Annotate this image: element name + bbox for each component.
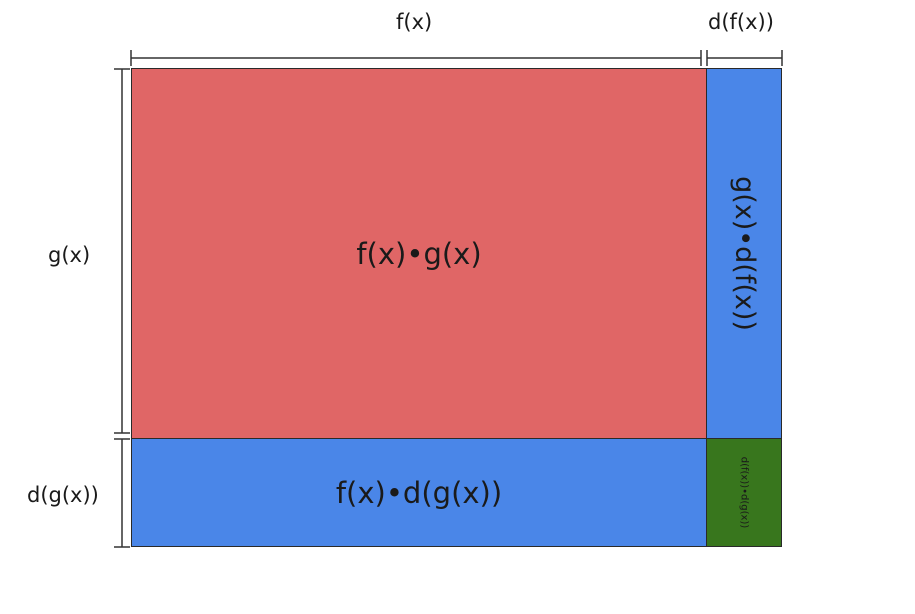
top-main-dimension-label: f(x) [396,10,433,34]
top-delta-dimension-label: d(f(x)) [708,10,774,34]
bottom-strip-label: f(x)•d(g(x)) [335,475,503,510]
main-area-label: f(x)•g(x) [356,236,482,271]
corner-label: d(f(x))•d(g(x)) [738,456,750,529]
main-area-region: f(x)•g(x) [131,68,707,439]
left-main-dimension-label: g(x) [48,243,91,267]
left-delta-dimension-label: d(g(x)) [27,483,99,507]
right-strip-region: g(x)•d(f(x)) [706,68,782,439]
corner-region: d(f(x))•d(g(x)) [706,438,782,547]
bottom-strip-region: f(x)•d(g(x)) [131,438,707,547]
right-strip-label: g(x)•d(f(x)) [728,176,760,331]
